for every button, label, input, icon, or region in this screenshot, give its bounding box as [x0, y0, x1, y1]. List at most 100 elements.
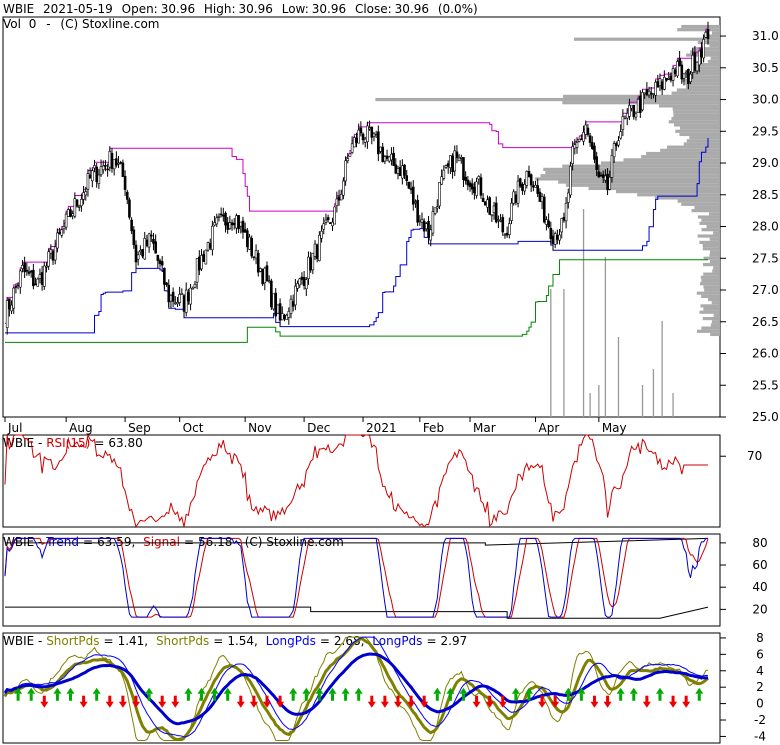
- volume-profile-bar: [681, 24, 720, 29]
- candle-body: [237, 215, 240, 230]
- down-arrow-stem: [82, 695, 86, 703]
- price-tick-label: 27.5: [752, 251, 779, 265]
- volume-profile-bar: [697, 66, 720, 70]
- candle-body: [547, 220, 550, 228]
- candle-body: [191, 287, 195, 290]
- candle-body: [182, 295, 186, 312]
- volume-profile-bar: [681, 202, 720, 206]
- candle-body: [239, 221, 243, 227]
- volume-profile-bar: [683, 142, 720, 146]
- up-arrow: [184, 687, 193, 694]
- price-tick-label: 26.5: [752, 315, 779, 329]
- down-arrow: [682, 701, 691, 708]
- candle-body: [322, 223, 326, 230]
- candle-body: [62, 226, 66, 230]
- up-arrow: [210, 687, 219, 694]
- down-arrow: [538, 701, 547, 708]
- volume-profile-bar: [703, 307, 720, 311]
- candle-body: [195, 258, 199, 283]
- candle-body: [82, 192, 85, 200]
- candle-body: [689, 73, 692, 82]
- candle-body: [14, 286, 18, 288]
- volume-profile-bar: [701, 294, 720, 298]
- down-arrow-stem: [409, 695, 413, 703]
- volume-profile-bar: [660, 148, 720, 152]
- candle-body: [518, 178, 522, 187]
- candle-body: [27, 271, 31, 274]
- candle-body: [459, 157, 463, 159]
- down-arrow: [603, 701, 612, 708]
- candle-body: [241, 220, 245, 233]
- volume-profile-bar: [696, 291, 720, 295]
- x-tick-label: Feb: [423, 421, 444, 435]
- candle-body: [588, 135, 592, 143]
- candle-body: [84, 191, 88, 196]
- candle-body: [300, 276, 304, 280]
- volume-profile-bar: [668, 120, 720, 124]
- rsi-tick-label: 70: [747, 449, 762, 463]
- candle-body: [193, 284, 197, 288]
- candle-body: [121, 162, 125, 177]
- price-tick-label: 25.0: [752, 410, 779, 424]
- up-arrow: [433, 687, 442, 694]
- candle-body: [702, 39, 705, 59]
- candle-body: [346, 158, 350, 162]
- candle-body: [235, 215, 238, 229]
- candle-body: [88, 174, 92, 179]
- candle-body: [326, 217, 330, 221]
- price-tick-label: 26.0: [752, 347, 779, 361]
- candle-body: [435, 206, 439, 209]
- volume-profile-bar: [694, 205, 720, 210]
- down-arrow-stem: [422, 695, 426, 703]
- candle-body: [289, 298, 293, 314]
- candle-body: [643, 92, 646, 95]
- candle-body: [198, 256, 201, 271]
- volume-profile-bar: [707, 59, 720, 64]
- up-arrow: [629, 687, 638, 694]
- candle-body: [575, 142, 579, 148]
- volume-profile-bar: [673, 113, 720, 118]
- candle-body: [248, 236, 251, 250]
- down-arrow: [249, 701, 258, 708]
- volume-profile-bar: [703, 272, 720, 276]
- candle-body: [571, 146, 574, 164]
- candle-body: [676, 61, 679, 77]
- candle-body: [32, 269, 35, 287]
- candle-body: [383, 156, 387, 162]
- candle-body: [586, 127, 590, 135]
- candle-body: [99, 166, 103, 175]
- candle-body: [261, 268, 264, 285]
- candle-body: [580, 138, 583, 141]
- volume-profile-bar: [693, 69, 720, 73]
- candle-body: [442, 169, 446, 179]
- candle-body: [409, 188, 413, 191]
- up-arrow-stem: [55, 693, 59, 701]
- candle-body: [8, 298, 11, 310]
- up-arrow: [66, 687, 75, 694]
- candle-body: [411, 186, 415, 205]
- rsi-panel: WBIE - RSI(15) = 63.80 70: [2, 433, 762, 529]
- down-arrow-stem: [606, 695, 610, 703]
- candle-body: [440, 176, 443, 185]
- short-pds-line-2: [3, 637, 710, 742]
- volume-profile-bar: [712, 269, 720, 273]
- candle-body: [512, 191, 515, 204]
- trend-tick-label: 80: [752, 536, 767, 550]
- down-arrow: [642, 701, 651, 708]
- candle-body: [344, 160, 347, 182]
- candle-body: [538, 191, 542, 202]
- candle-body: [91, 170, 94, 182]
- candle-body: [490, 214, 494, 217]
- candle-body: [453, 150, 457, 172]
- candle-body: [274, 292, 278, 317]
- candle-body: [669, 75, 673, 81]
- candle-body: [621, 116, 625, 130]
- price-tick-label: 27.0: [752, 283, 779, 297]
- candle-body: [451, 155, 454, 173]
- candle-body: [112, 159, 116, 170]
- candle-body: [385, 155, 389, 159]
- volume-profile-bar: [709, 237, 720, 241]
- candle-body: [47, 251, 50, 267]
- volume-profile-bar: [709, 43, 720, 48]
